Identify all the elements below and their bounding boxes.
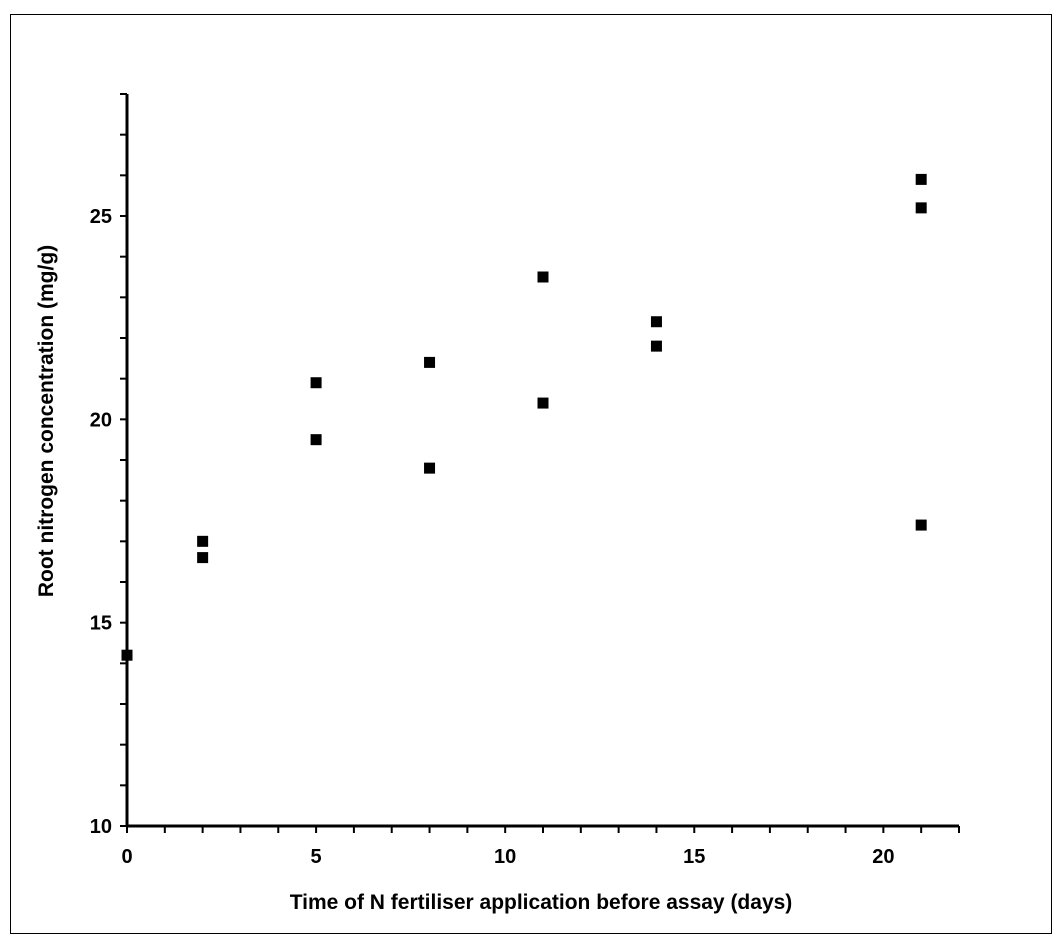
- x-tick-label: 5: [311, 846, 322, 868]
- data-point: [424, 462, 436, 474]
- data-point: [537, 271, 549, 283]
- data-point: [915, 202, 927, 214]
- y-axis-title: Root nitrogen concentration (mg/g): [35, 245, 58, 597]
- y-tick-label: 10: [90, 816, 112, 838]
- x-tick-label: 20: [872, 846, 894, 868]
- data-point: [915, 173, 927, 185]
- data-point: [121, 649, 133, 661]
- data-point: [310, 434, 322, 446]
- y-tick-label: 20: [90, 409, 112, 431]
- data-point: [310, 377, 322, 389]
- data-point: [650, 340, 662, 352]
- y-tick-label: 15: [90, 613, 112, 635]
- data-point: [650, 316, 662, 328]
- data-point: [197, 535, 209, 547]
- x-tick-label: 15: [683, 846, 705, 868]
- x-tick-label: 0: [121, 846, 132, 868]
- data-point: [537, 397, 549, 409]
- y-tick-label: 25: [90, 206, 112, 228]
- x-tick-label: 10: [494, 846, 516, 868]
- tick-labels: 0 5 10 15 20 10 15 20 25: [90, 206, 895, 868]
- data-point: [197, 552, 209, 564]
- data-point: [915, 519, 927, 531]
- chart-frame: [10, 14, 1052, 934]
- data-point: [424, 356, 436, 368]
- data-points: [121, 173, 927, 661]
- x-axis-title: Time of N fertiliser application before …: [290, 891, 793, 914]
- axes: [120, 93, 960, 833]
